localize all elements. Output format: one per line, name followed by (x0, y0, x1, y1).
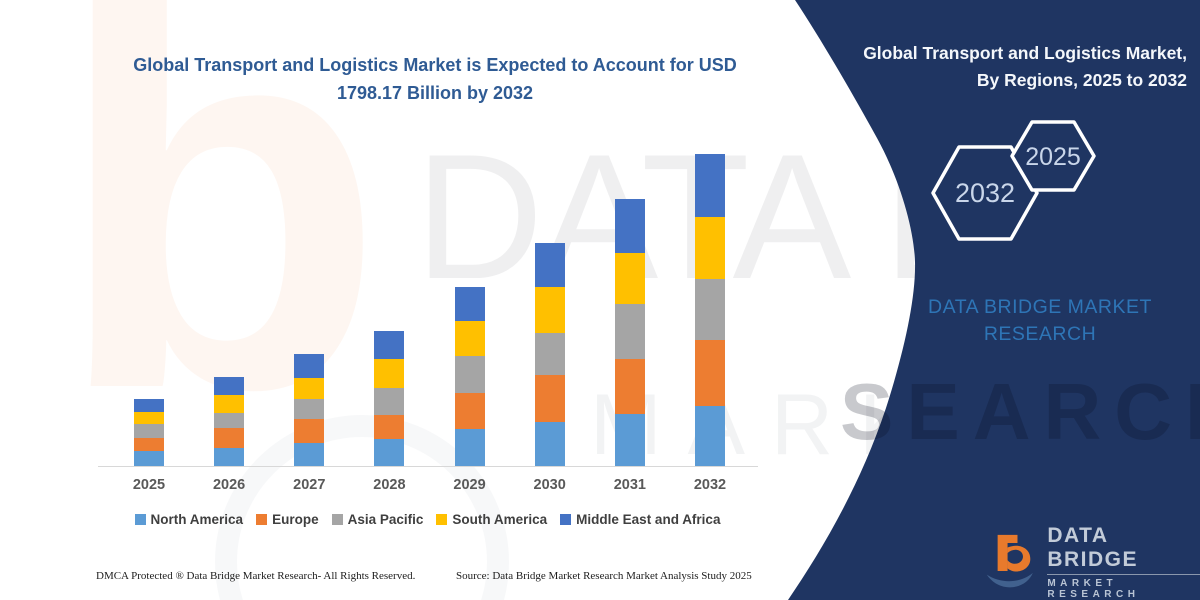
hexagon-2032-label: 2032 (955, 178, 1015, 208)
bar-segment-2025-middle-east-and-africa (134, 399, 164, 412)
legend-item-asia-pacific: Asia Pacific (331, 512, 424, 527)
legend-label: Asia Pacific (347, 512, 424, 527)
x-axis-label-2029: 2029 (453, 477, 486, 493)
x-axis-label-2026: 2026 (212, 477, 246, 493)
x-axis-label-2031: 2031 (613, 477, 646, 493)
chart-title: Global Transport and Logistics Market is… (90, 52, 780, 108)
source-note: Source: Data Bridge Market Research Mark… (456, 570, 752, 582)
x-axis-label-2030: 2030 (533, 477, 566, 493)
legend-item-south-america: South America (436, 512, 547, 527)
legend-item-middle-east-and-africa: Middle East and Africa (560, 512, 720, 527)
bar-segment-2030-europe (534, 374, 565, 422)
x-axis-label-2027: 2027 (293, 477, 326, 493)
bar-segment-2029-middle-east-and-africa (454, 287, 485, 322)
x-axis-line (98, 466, 758, 467)
bar-segment-2027-north-america (294, 443, 325, 466)
legend-marker (134, 514, 146, 525)
bar-segment-2028-middle-east-and-africa (374, 331, 405, 360)
bar-segment-2028-europe (374, 415, 405, 440)
bar-segment-2026-north-america (214, 447, 245, 466)
bar-segment-2025-europe (134, 438, 164, 451)
bar-segment-2029-asia-pacific (454, 355, 485, 394)
logo-name-text: DATA BRIDGE (1047, 524, 1200, 575)
side-panel-shape (788, 0, 1200, 600)
bar-segment-2030-middle-east-and-africa (534, 243, 565, 288)
legend-item-europe: Europe (256, 512, 319, 527)
bar-segment-2029-north-america (454, 429, 485, 466)
hexagon-2025-label: 2025 (1025, 143, 1081, 171)
bar-segment-2030-south-america (534, 287, 565, 334)
legend-marker (331, 514, 343, 525)
bar-segment-2026-middle-east-and-africa (214, 376, 245, 395)
legend-label: North America (150, 512, 244, 527)
hexagon-2025 (1010, 120, 1096, 192)
bar-segment-2029-europe (454, 393, 485, 430)
bar-segment-2027-south-america (294, 378, 325, 400)
bar-segment-2031-south-america (614, 252, 645, 305)
bar-segment-2030-north-america (534, 421, 565, 466)
hexagon-2032 (931, 145, 1039, 241)
chart-title-line1: Global Transport and Logistics Market is… (133, 55, 737, 75)
bar-segment-2028-asia-pacific (374, 388, 405, 415)
bar-segment-2032-asia-pacific (694, 279, 725, 341)
bar-segment-2025-south-america (134, 411, 164, 425)
brand-line1: DATA BRIDGE MARKET (928, 296, 1152, 318)
bar-segment-2025-north-america (134, 450, 164, 466)
year-hexagons: 2032 2025 (931, 120, 1096, 241)
bar-segment-2026-asia-pacific (214, 412, 245, 429)
legend-label: Europe (272, 512, 319, 527)
panel-title: Global Transport and Logistics Market, B… (787, 40, 1187, 94)
bar-segment-2031-middle-east-and-africa (614, 199, 645, 253)
brand-wordmark: DATA BRIDGE MARKET RESEARCH (860, 294, 1200, 349)
logo-sub-text: MARKET RESEARCH (1047, 578, 1140, 600)
bar-segment-2031-north-america (614, 414, 645, 466)
chart-title-line2: 1798.17 Billion by 2032 (336, 82, 534, 103)
bar-segment-2028-north-america (374, 439, 405, 466)
bar-segment-2026-europe (214, 428, 245, 448)
panel-title-line2: By Regions, 2025 to 2032 (976, 70, 1187, 91)
x-axis-label-2028: 2028 (373, 477, 406, 493)
x-axis-label-2025: 2025 (132, 477, 166, 493)
bar-segment-2032-south-america (694, 216, 725, 280)
chart-legend: North America Europe Asia Pacific South Ame… (95, 512, 760, 527)
dmca-notice: DMCA Protected ® Data Bridge Market Rese… (96, 570, 416, 582)
bar-segment-2027-europe (294, 419, 325, 444)
bar-segment-2031-asia-pacific (614, 304, 645, 360)
panel-title-line1: Global Transport and Logistics Market, (863, 43, 1187, 63)
bar-segment-2032-north-america (694, 405, 725, 466)
bar-segment-2031-europe (614, 359, 645, 415)
databridge-logo-icon (986, 534, 1033, 588)
bar-segment-2029-south-america (454, 321, 485, 356)
bar-segment-2025-asia-pacific (134, 424, 164, 439)
bar-segment-2027-asia-pacific (294, 399, 325, 420)
x-axis-label-2032: 2032 (693, 477, 727, 493)
bar-segment-2032-middle-east-and-africa (694, 154, 725, 217)
legend-label: South America (452, 512, 548, 527)
legend-marker (436, 514, 448, 525)
bar-segment-2026-south-america (214, 394, 245, 413)
legend-item-north-america: North America (134, 512, 244, 527)
bar-segment-2032-europe (694, 340, 725, 406)
bar-segment-2028-south-america (374, 359, 405, 389)
databridge-logo: DATA BRIDGE MARKET RESEARCH (985, 524, 1200, 600)
brand-line2: RESEARCH (983, 323, 1097, 346)
bar-segment-2030-asia-pacific (534, 333, 565, 375)
legend-marker (560, 514, 572, 525)
legend-label: Middle East and Africa (576, 512, 721, 527)
bar-segment-2027-middle-east-and-africa (294, 354, 325, 379)
legend-marker (256, 514, 268, 525)
panel-watermark-text: SEARCH (840, 367, 1200, 456)
